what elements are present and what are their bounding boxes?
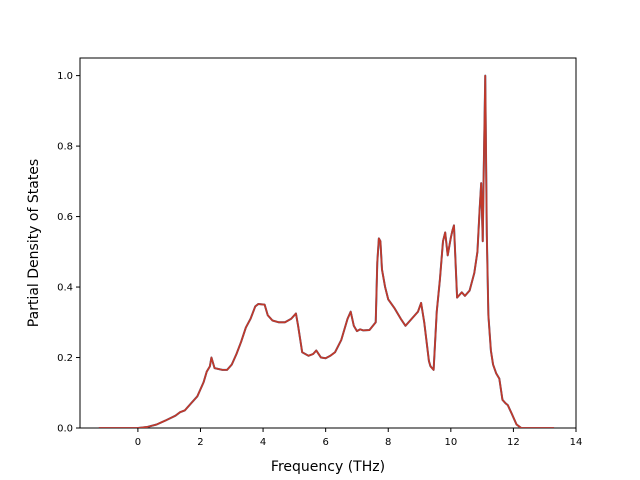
y-tick-label: 1.0	[57, 71, 73, 82]
plot-area	[79, 57, 577, 429]
series-layer	[98, 74, 555, 428]
x-tick-label: 2	[197, 437, 203, 448]
y-tick-label: 0.8	[57, 142, 73, 153]
y-tick-label: 0.6	[57, 212, 73, 223]
x-tick-label: 8	[385, 437, 391, 448]
x-tick-label: 6	[322, 437, 328, 448]
x-tick-label: 12	[507, 437, 520, 448]
x-tick-label: 14	[570, 437, 583, 448]
x-tick-label: 4	[260, 437, 266, 448]
x-axis-label: Frequency (THz)	[271, 459, 385, 475]
y-axis-ticks: 0.0 0.2 0.4 0.6 0.8 1.0	[57, 71, 80, 435]
axes-frame	[79, 57, 577, 429]
x-axis-ticks: 0 2 4 6 8 10 12 14	[135, 428, 583, 448]
y-tick-label: 0.4	[57, 283, 73, 294]
y-axis-label: Partial Density of States	[26, 159, 42, 327]
y-tick-label: 0.2	[57, 353, 73, 364]
series-line-1	[98, 74, 555, 428]
x-tick-label: 0	[135, 437, 141, 448]
y-tick-label: 0.0	[57, 424, 73, 435]
x-tick-label: 10	[444, 437, 457, 448]
